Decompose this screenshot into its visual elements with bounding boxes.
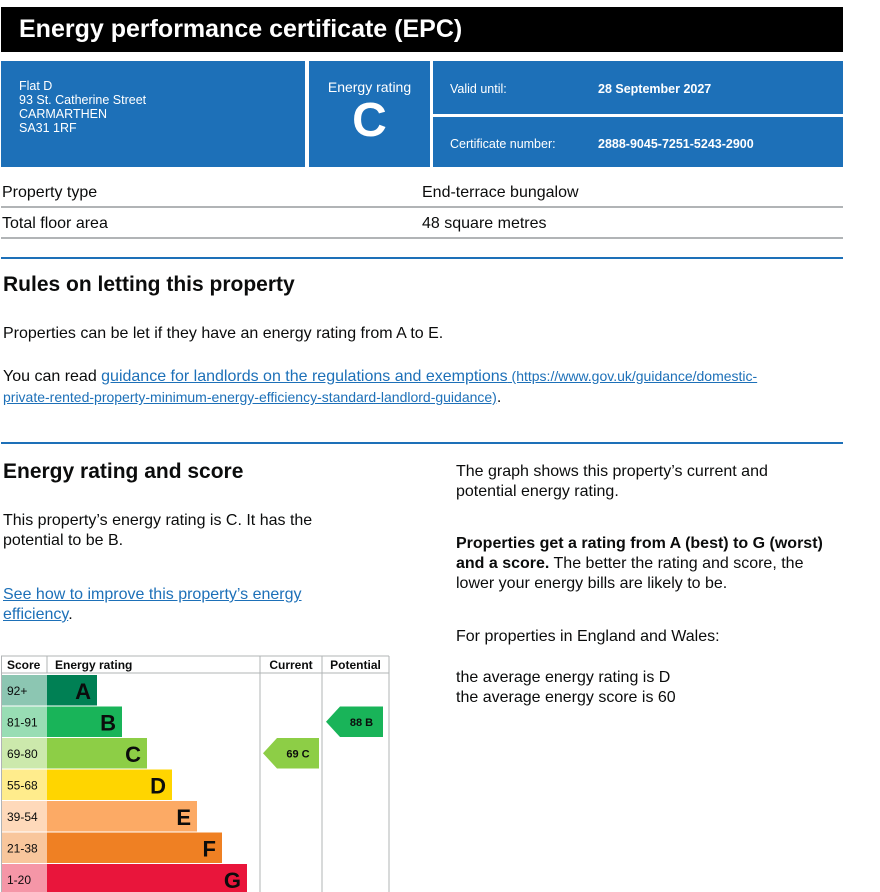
landlord-guidance-link[interactable]: guidance for landlords on the regulation… — [3, 368, 757, 406]
score-cell-b — [1, 706, 47, 737]
address-line-4: SA31 1RF — [19, 121, 77, 135]
improve-link-line-2: efficiency — [3, 606, 69, 623]
address-panel: Flat D 93 St. Catherine Street CARMARTHE… — [1, 61, 305, 167]
floor-area-label: Total floor area — [2, 215, 108, 232]
score-label-f: 21-38 — [7, 841, 38, 855]
certificate-number-value: 2888-9045-7251-5243-2900 — [598, 137, 754, 151]
score-cell-f — [1, 832, 47, 863]
letting-heading: Rules on letting this property — [3, 273, 295, 296]
band-letter-a: A — [75, 679, 91, 704]
england-wales-text: For properties in England and Wales: — [456, 628, 720, 645]
address-line-3: CARMARTHEN — [19, 107, 107, 121]
average-score: the average energy score is 60 — [456, 689, 676, 706]
address-line-1: Flat D — [19, 79, 53, 93]
score-cell-c — [1, 738, 47, 769]
page-title: Energy performance certificate (EPC) — [1, 7, 843, 52]
energy-rating-label: Energy rating — [327, 79, 412, 95]
current-rating-arrow — [263, 738, 319, 769]
potential-rating-arrow — [326, 706, 383, 737]
letting-guidance-prefix: You can read — [3, 368, 102, 385]
score-label-d: 55-68 — [7, 778, 38, 792]
band-bar-d — [47, 769, 172, 800]
band-letter-f: F — [203, 836, 216, 861]
section-divider — [1, 442, 843, 444]
rating-explanation-bold-2: and a score. — [456, 555, 550, 572]
band-letter-c: C — [125, 742, 141, 767]
score-cell-d — [1, 769, 47, 800]
band-bar-b — [47, 706, 122, 737]
rating-explanation-rest-2: lower your energy bills are likely to be… — [456, 575, 728, 592]
improve-link-line-1: See how to improve this property’s energ… — [3, 586, 302, 603]
current-rating-label: 69 C — [286, 748, 309, 760]
address-line-2: 93 St. Catherine Street — [19, 93, 147, 107]
graph-description: The graph shows this property’s current … — [456, 462, 846, 502]
energy-text-line-1: This property’s energy rating is C. It h… — [3, 512, 313, 529]
certificate-number-label: Certificate number: — [450, 137, 556, 151]
average-rating: the average energy rating is D — [456, 669, 671, 686]
averages: the average energy rating is D the avera… — [456, 668, 676, 708]
section-divider — [1, 257, 843, 259]
valid-until-label: Valid until: — [450, 82, 507, 96]
header-potential: Potential — [330, 658, 381, 672]
energy-text-line-2: potential to be B. — [3, 532, 124, 549]
score-label-a: 92+ — [7, 684, 27, 698]
letting-text: Properties can be let if they have an en… — [3, 325, 444, 342]
band-bar-a — [47, 675, 97, 706]
score-label-g: 1-20 — [7, 873, 31, 887]
band-letter-e: E — [176, 805, 191, 830]
landlord-guidance-url-1: (https://www.gov.uk/guidance/domestic- — [507, 368, 758, 384]
band-bar-g — [47, 864, 247, 892]
band-bar-f — [47, 832, 222, 863]
header-score: Score — [7, 658, 41, 672]
letting-guidance: You can read guidance for landlords on t… — [3, 366, 843, 408]
score-label-c: 69-80 — [7, 747, 38, 761]
score-cell-g — [1, 864, 47, 892]
score-cell-e — [1, 801, 47, 832]
graph-line-1: The graph shows this property’s current … — [456, 463, 768, 480]
property-type-row: Property type End-terrace bungalow — [1, 178, 843, 208]
improve-efficiency: See how to improve this property’s energ… — [3, 585, 302, 625]
band-letter-b: B — [100, 710, 116, 735]
score-cell-a — [1, 675, 47, 706]
score-label-b: 81-91 — [7, 715, 38, 729]
rating-explanation-rest-1: The better the rating and score, the — [549, 555, 804, 572]
landlord-guidance-url-2: private-rented-property-minimum-energy-e… — [3, 389, 497, 405]
band-letter-d: D — [150, 773, 166, 798]
valid-until-panel: Valid until: 28 September 2027 — [433, 61, 843, 114]
rating-explanation: Properties get a rating from A (best) to… — [456, 534, 856, 594]
band-bar-e — [47, 801, 197, 832]
header-current: Current — [269, 658, 312, 672]
band-bar-c — [47, 738, 147, 769]
energy-rating-value: C — [352, 94, 387, 147]
energy-rating-panel: Energy rating C — [309, 61, 430, 167]
certificate-number-panel: Certificate number: 2888-9045-7251-5243-… — [433, 117, 843, 167]
epc-rating-chart: Score Energy rating Current Potential 92+ A 81… — [1, 655, 390, 892]
score-label-e: 39-54 — [7, 810, 38, 824]
landlord-guidance-link-text: guidance for landlords on the regulation… — [101, 368, 508, 385]
valid-until-value: 28 September 2027 — [598, 82, 712, 96]
property-type-label: Property type — [2, 184, 98, 201]
rating-explanation-bold-1: Properties get a rating from A (best) to… — [456, 535, 823, 552]
floor-area-value: 48 square metres — [422, 215, 547, 232]
improve-efficiency-link[interactable]: See how to improve this property’s energ… — [3, 586, 302, 623]
potential-rating-label: 88 B — [350, 717, 373, 729]
header-energy-rating: Energy rating — [55, 658, 132, 672]
band-letter-g: G — [224, 868, 241, 892]
floor-area-row: Total floor area 48 square metres — [1, 209, 843, 239]
energy-heading: Energy rating and score — [3, 460, 244, 483]
letting-guidance-suffix: . — [496, 389, 502, 406]
energy-rating-text: This property’s energy rating is C. It h… — [3, 511, 312, 551]
improve-suffix: . — [68, 606, 73, 623]
graph-line-2: potential energy rating. — [456, 483, 619, 500]
property-type-value: End-terrace bungalow — [422, 184, 579, 201]
